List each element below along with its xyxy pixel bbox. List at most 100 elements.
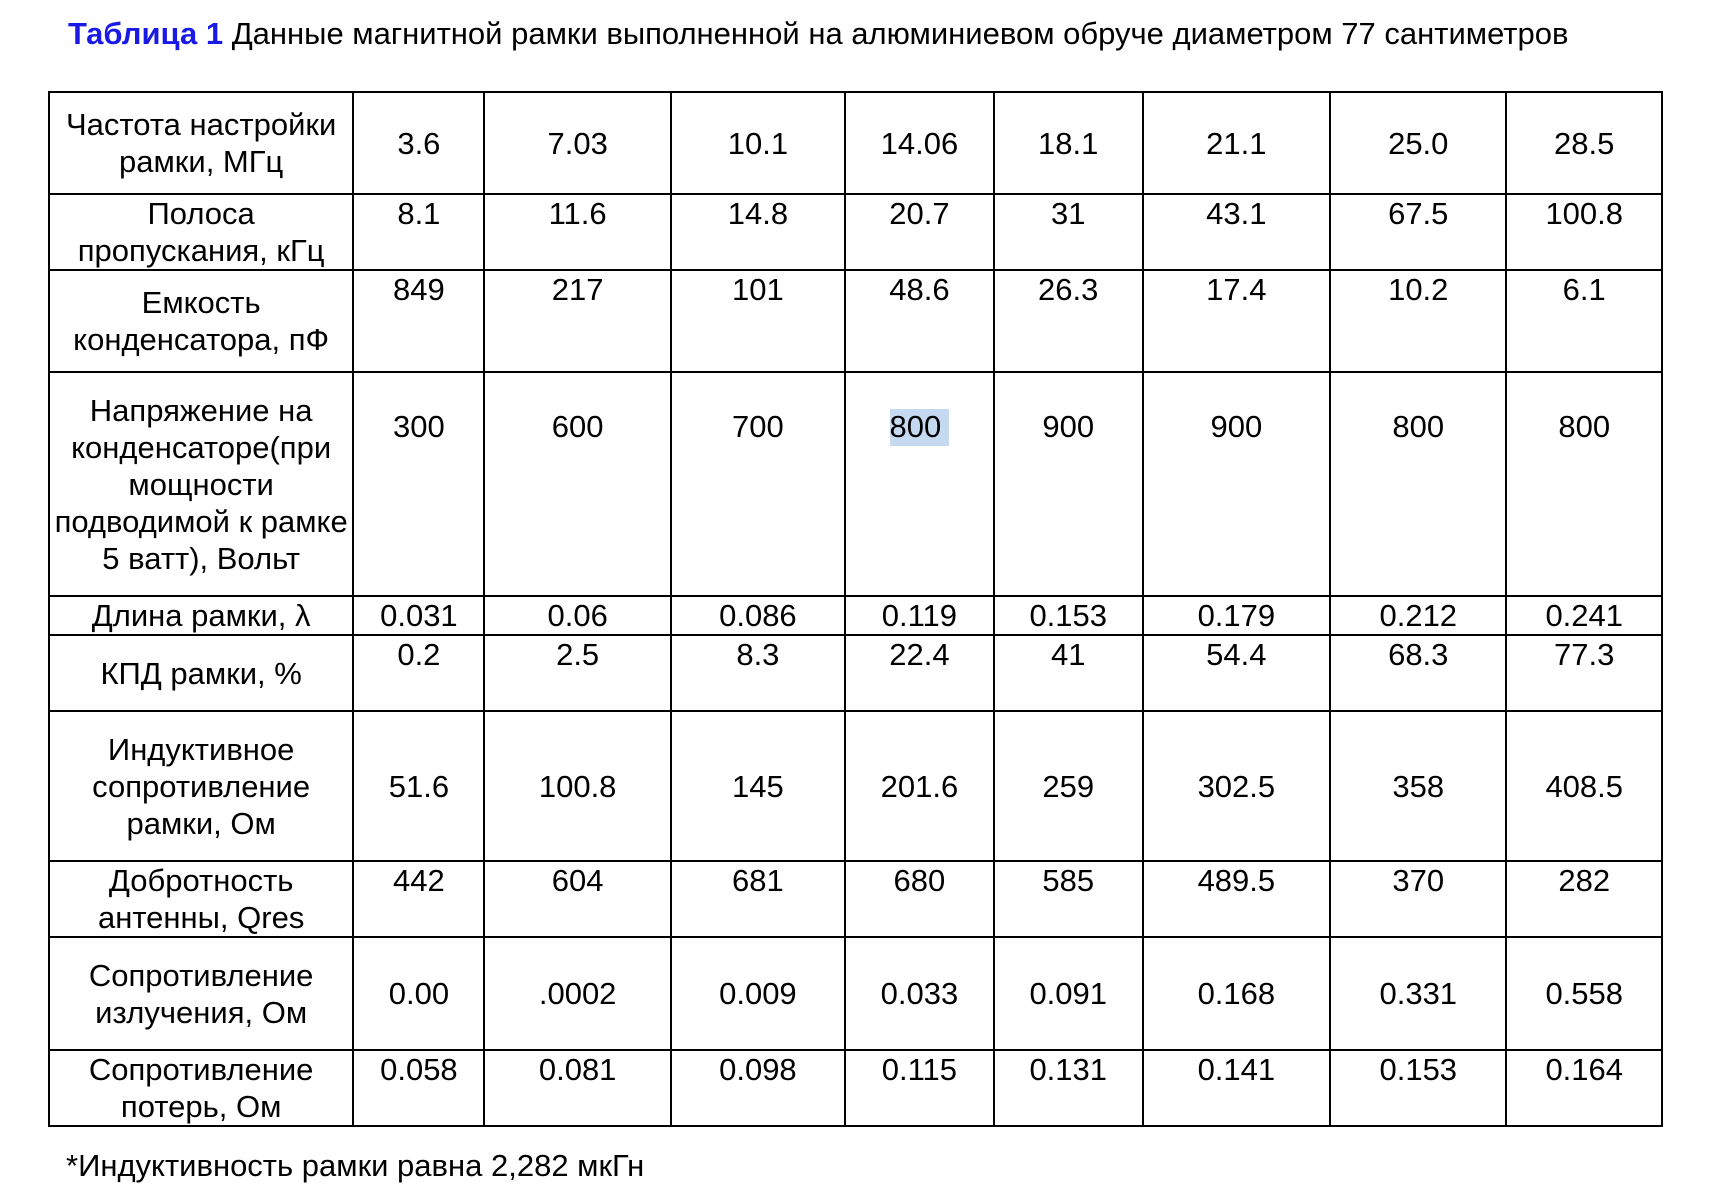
value-cell: 0.141	[1141, 1049, 1332, 1127]
value-cell: 26.3	[992, 269, 1144, 373]
value-cell: 3.6	[352, 91, 486, 195]
value-cell: 77.3	[1505, 634, 1663, 712]
value-cell: 67.5	[1329, 193, 1508, 271]
table-row: Длина рамки, λ 0.031 0.06 0.086 0.119 0.…	[47, 595, 1663, 636]
param-cell: Частота настройки рамки, МГц	[47, 91, 355, 195]
value-cell: 282	[1505, 860, 1663, 938]
value-cell: 0.131	[992, 1049, 1144, 1127]
value-cell: 900	[1141, 371, 1332, 597]
value-cell: 681	[669, 860, 846, 938]
value-cell: 0.164	[1505, 1049, 1663, 1127]
value-cell: 604	[483, 860, 672, 938]
value-cell: 0.086	[669, 595, 846, 636]
value-cell: 585	[992, 860, 1144, 938]
value-cell: 14.8	[669, 193, 846, 271]
table-caption-label: Таблица 1	[68, 16, 224, 51]
value-cell: 68.3	[1329, 634, 1508, 712]
value-cell: 14.06	[843, 91, 995, 195]
value-cell: 8.1	[352, 193, 486, 271]
table-row: Напряжение на конденсаторе(при мощности …	[47, 371, 1663, 597]
value-cell: 0.081	[483, 1049, 672, 1127]
table-row: КПД рамки, % 0.2 2.5 8.3 22.4 41 54.4 68…	[47, 634, 1663, 712]
value-cell: 100.8	[483, 710, 672, 862]
value-cell: 680	[843, 860, 995, 938]
value-cell: 800	[1505, 371, 1663, 597]
param-cell: Емкость конденсатора, пФ	[47, 269, 355, 373]
value-cell: 259	[992, 710, 1144, 862]
value-cell: 0.179	[1141, 595, 1332, 636]
param-cell: Сопротивление потерь, Ом	[47, 1049, 355, 1127]
value-cell: 0.033	[843, 936, 995, 1051]
value-cell: 100.8	[1505, 193, 1663, 271]
param-cell: Индуктивное сопротивление рамки, Ом	[47, 710, 355, 862]
table-row: Индуктивное сопротивление рамки, Ом 51.6…	[47, 710, 1663, 862]
value-cell: 41	[992, 634, 1144, 712]
value-cell: 201.6	[843, 710, 995, 862]
value-cell: 0.009	[669, 936, 846, 1051]
value-cell: 6.1	[1505, 269, 1663, 373]
value-cell: 0.241	[1505, 595, 1663, 636]
value-cell: 0.212	[1329, 595, 1508, 636]
value-cell: 302.5	[1141, 710, 1332, 862]
value-cell: 54.4	[1141, 634, 1332, 712]
table-row: Сопротивление излучения, Ом 0.00 .0002 0…	[47, 936, 1663, 1051]
selected-text-highlight[interactable]: 800	[889, 409, 950, 446]
value-cell: 0.153	[1329, 1049, 1508, 1127]
value-cell: 43.1	[1141, 193, 1332, 271]
value-cell: 300	[352, 371, 486, 597]
table-row: Добротность антенны, Qres 442 604 681 68…	[47, 860, 1663, 938]
value-cell: 358	[1329, 710, 1508, 862]
value-cell: 10.2	[1329, 269, 1508, 373]
table-row: Частота настройки рамки, МГц 3.6 7.03 10…	[47, 91, 1663, 195]
value-cell: 18.1	[992, 91, 1144, 195]
value-cell: 0.119	[843, 595, 995, 636]
value-cell: 28.5	[1505, 91, 1663, 195]
loop-data-table: Частота настройки рамки, МГц 3.6 7.03 10…	[47, 91, 1663, 1127]
value-cell: 0.091	[992, 936, 1144, 1051]
value-cell: 700	[669, 371, 846, 597]
value-cell: 800	[843, 371, 995, 597]
value-cell: 849	[352, 269, 486, 373]
value-cell: 21.1	[1141, 91, 1332, 195]
value-cell: 48.6	[843, 269, 995, 373]
value-cell: 51.6	[352, 710, 486, 862]
value-cell: .0002	[483, 936, 672, 1051]
value-cell: 900	[992, 371, 1144, 597]
value-cell: 0.098	[669, 1049, 846, 1127]
table-footnote: *Индуктивность рамки равна 2,282 мкГн	[66, 1148, 645, 1183]
value-cell: 800	[1329, 371, 1508, 597]
table-caption-text: Данные магнитной рамки выполненной на ал…	[231, 16, 1569, 51]
value-cell: 0.168	[1141, 936, 1332, 1051]
table-caption: Таблица 1 Данные магнитной рамки выполне…	[68, 14, 1568, 54]
param-cell: Напряжение на конденсаторе(при мощности …	[47, 371, 355, 597]
param-cell: КПД рамки, %	[47, 634, 355, 712]
value-cell: 0.558	[1505, 936, 1663, 1051]
value-cell: 600	[483, 371, 672, 597]
value-cell: 0.153	[992, 595, 1144, 636]
value-cell: 31	[992, 193, 1144, 271]
value-cell: 20.7	[843, 193, 995, 271]
table-row: Сопротивление потерь, Ом 0.058 0.081 0.0…	[47, 1049, 1663, 1127]
value-cell: 370	[1329, 860, 1508, 938]
value-cell: 0.06	[483, 595, 672, 636]
value-cell: 7.03	[483, 91, 672, 195]
table-row: Полоса пропускания, кГц 8.1 11.6 14.8 20…	[47, 193, 1663, 271]
value-cell: 10.1	[669, 91, 846, 195]
param-cell: Полоса пропускания, кГц	[47, 193, 355, 271]
table-row: Емкость конденсатора, пФ 849 217 101 48.…	[47, 269, 1663, 373]
value-cell: 22.4	[843, 634, 995, 712]
value-cell: 0.331	[1329, 936, 1508, 1051]
value-cell: 101	[669, 269, 846, 373]
value-cell: 442	[352, 860, 486, 938]
value-cell: 25.0	[1329, 91, 1508, 195]
param-cell: Длина рамки, λ	[47, 595, 355, 636]
value-cell: 0.00	[352, 936, 486, 1051]
param-cell: Сопротивление излучения, Ом	[47, 936, 355, 1051]
value-cell: 8.3	[669, 634, 846, 712]
value-cell: 408.5	[1505, 710, 1663, 862]
value-cell: 145	[669, 710, 846, 862]
value-cell: 2.5	[483, 634, 672, 712]
value-cell: 17.4	[1141, 269, 1332, 373]
value-cell: 0.2	[352, 634, 486, 712]
value-cell: 0.031	[352, 595, 486, 636]
